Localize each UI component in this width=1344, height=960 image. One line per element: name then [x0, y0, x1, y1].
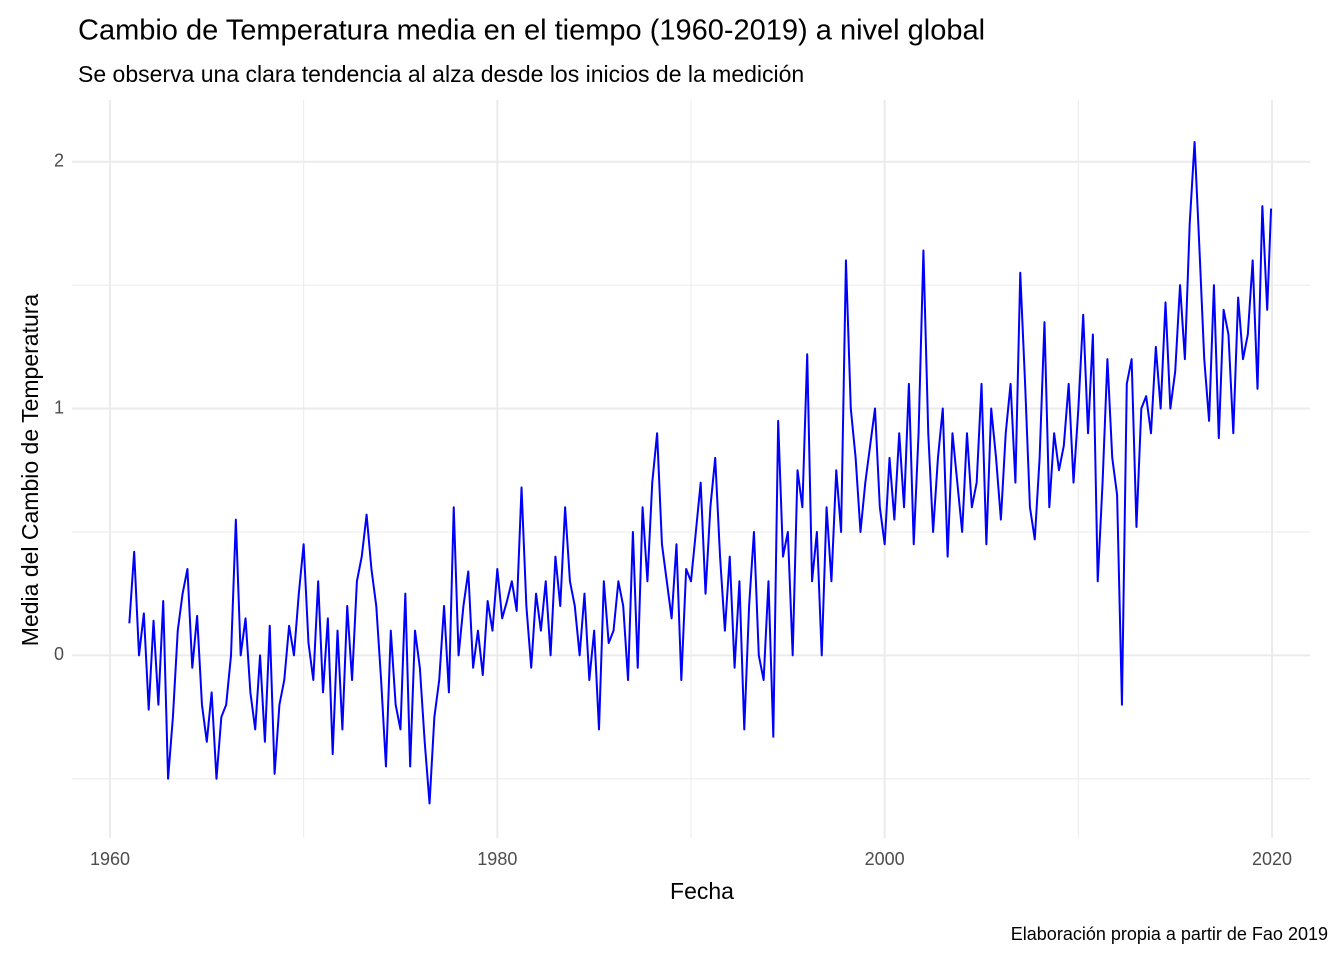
y-tick-label: 1 [54, 397, 64, 417]
chart-title: Cambio de Temperatura media en el tiempo… [78, 15, 985, 47]
caption: Elaboración propia a partir de Fao 2019 [1011, 924, 1328, 944]
x-tick-label: 1980 [477, 849, 517, 869]
data-line [128, 140, 1273, 805]
y-tick-label: 2 [54, 150, 64, 170]
x-tick-label: 2020 [1252, 849, 1292, 869]
y-axis-label: Media del Cambio de Temperatura [17, 294, 43, 647]
y-tick-label: 0 [54, 644, 64, 664]
chart-subtitle: Se observa una clara tendencia al alza d… [78, 61, 804, 87]
x-tick-label: 2000 [865, 849, 905, 869]
x-axis-label: Fecha [670, 878, 734, 904]
x-tick-label: 1960 [90, 849, 130, 869]
